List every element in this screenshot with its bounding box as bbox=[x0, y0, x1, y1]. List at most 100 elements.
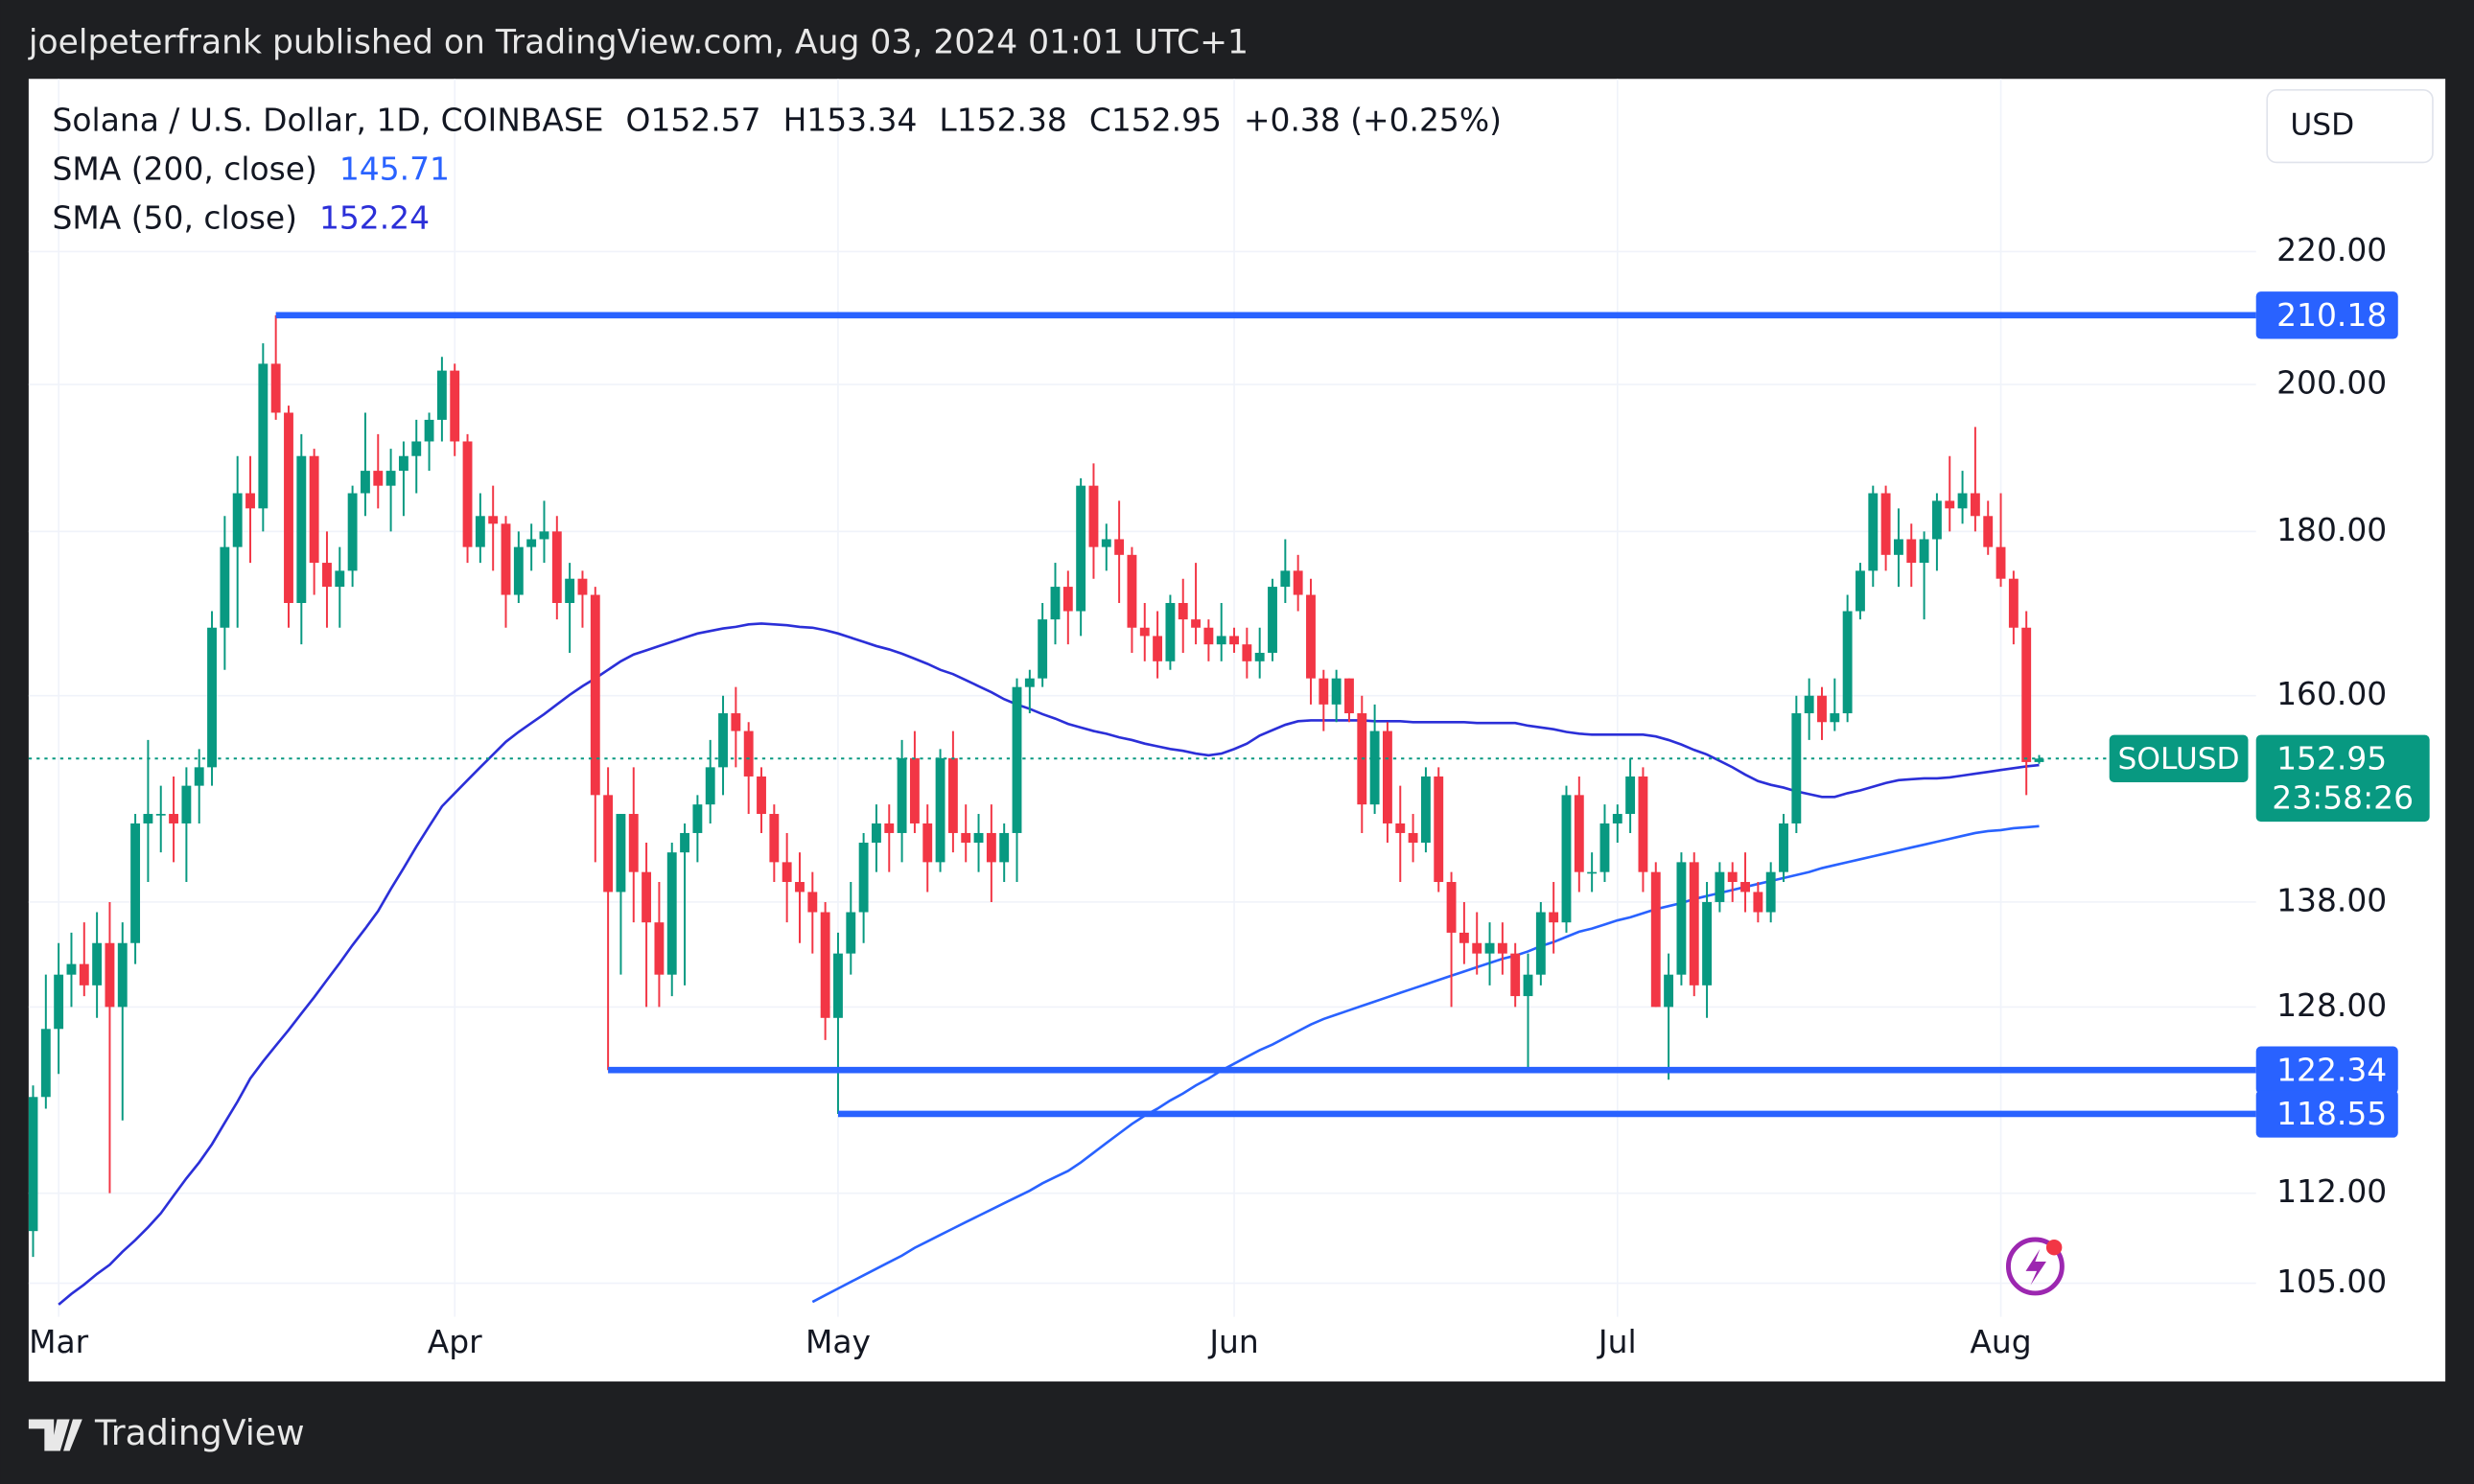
candle-body bbox=[1268, 587, 1277, 653]
candle-body bbox=[1216, 636, 1226, 645]
candle-body bbox=[385, 471, 396, 486]
candle-body bbox=[872, 823, 881, 844]
currency-label: USD bbox=[2290, 108, 2354, 143]
candle-body bbox=[40, 1029, 51, 1098]
candle-body bbox=[1856, 570, 1865, 612]
candle-body bbox=[718, 713, 728, 768]
level-tag-label: 122.34 bbox=[2276, 1051, 2387, 1088]
icon-dot bbox=[2045, 1240, 2063, 1256]
chart-panel bbox=[28, 79, 2446, 1382]
candle-body bbox=[922, 823, 933, 863]
candle-body bbox=[1114, 539, 1125, 555]
candle-body bbox=[1293, 570, 1303, 595]
countdown-label: 23:58:26 bbox=[2272, 779, 2414, 817]
candle-body bbox=[1753, 892, 1763, 913]
legend-sma-50[interactable]: SMA (50, close) 152.24 bbox=[53, 198, 430, 236]
candle-body bbox=[1434, 776, 1444, 883]
legend-name: SMA (50, close) bbox=[53, 198, 297, 236]
candle-body bbox=[105, 942, 115, 1008]
candle-body bbox=[807, 892, 818, 913]
high-label: H153.34 bbox=[783, 101, 918, 138]
candle-body bbox=[117, 942, 128, 1008]
candle-body bbox=[1497, 942, 1507, 954]
candle-body bbox=[1983, 516, 1994, 547]
candle-body bbox=[1664, 974, 1674, 1008]
candle-body bbox=[181, 785, 192, 823]
candle-body bbox=[846, 912, 856, 954]
candle-body bbox=[1868, 493, 1879, 571]
legend-value: 152.24 bbox=[319, 198, 430, 236]
symbol-tag-label: SOLUSD bbox=[2118, 742, 2240, 777]
candle-body bbox=[680, 832, 690, 853]
y-tick-label: 200.00 bbox=[2276, 364, 2387, 402]
candle-body bbox=[1727, 871, 1738, 883]
candle-body bbox=[1599, 823, 1610, 872]
candle-body bbox=[309, 455, 319, 564]
candle-body bbox=[1191, 619, 1201, 628]
candle-body bbox=[1088, 485, 1099, 547]
candle-body bbox=[1765, 871, 1776, 913]
candle-body bbox=[1408, 832, 1418, 844]
candle-body bbox=[858, 843, 869, 913]
candle-body bbox=[1702, 901, 1712, 985]
candle-body bbox=[1906, 539, 1917, 564]
candle-body bbox=[1970, 493, 1980, 517]
candle-body bbox=[603, 795, 614, 893]
currency-button[interactable] bbox=[2266, 88, 2434, 164]
candle-body bbox=[501, 523, 511, 595]
candle-body bbox=[1306, 594, 1316, 679]
candle-body bbox=[654, 922, 665, 975]
candle-body bbox=[1880, 493, 1891, 555]
candle-body bbox=[999, 832, 1010, 863]
candle-body bbox=[232, 493, 243, 547]
candle-body bbox=[1178, 602, 1188, 620]
candle-body bbox=[666, 852, 677, 975]
candle-body bbox=[1280, 570, 1291, 588]
candle-body bbox=[79, 963, 89, 985]
low-label: L152.38 bbox=[939, 101, 1066, 138]
candle-body bbox=[1650, 871, 1661, 1008]
candle-body bbox=[1791, 713, 1802, 823]
candle-body bbox=[488, 516, 499, 524]
sma-line bbox=[58, 622, 2040, 1306]
candle-body bbox=[1549, 912, 1559, 923]
candle-body bbox=[1319, 678, 1329, 705]
candle-body bbox=[1420, 776, 1431, 844]
x-tick-label: Jun bbox=[1207, 1323, 1258, 1360]
candle-body bbox=[130, 823, 141, 943]
candle-body bbox=[1945, 500, 1955, 509]
change-label: +0.38 (+0.25%) bbox=[1244, 101, 1502, 138]
legend-sma-200[interactable]: SMA (200, close) 145.71 bbox=[53, 150, 450, 187]
candle-body bbox=[194, 767, 204, 786]
candle-body bbox=[1254, 652, 1265, 661]
symbol-title: Solana / U.S. Dollar, 1D, COINBASE bbox=[53, 101, 604, 138]
candle-body bbox=[245, 493, 255, 509]
close-label: C152.95 bbox=[1089, 101, 1222, 138]
candle-body bbox=[565, 578, 575, 603]
candle-body bbox=[398, 455, 408, 472]
candle-body bbox=[322, 563, 332, 588]
candle-body bbox=[1139, 627, 1150, 637]
candle-body bbox=[207, 627, 217, 768]
candle-body bbox=[820, 912, 830, 1018]
price-axis: 105.00 112.00 128.00 138.00 160.00 180.00 200.… bbox=[29, 231, 2387, 1360]
candle-body bbox=[513, 546, 524, 595]
candle-body bbox=[935, 757, 945, 863]
candle-body bbox=[284, 412, 293, 603]
candle-body bbox=[1012, 686, 1022, 833]
candle-body bbox=[705, 767, 715, 805]
candle-body bbox=[1101, 539, 1111, 547]
candle-body bbox=[1919, 539, 1929, 564]
candle-body bbox=[373, 471, 384, 486]
candle-body bbox=[897, 757, 907, 833]
candle-body bbox=[1510, 953, 1521, 997]
candle-body bbox=[1344, 678, 1354, 714]
candle-body bbox=[2008, 578, 2019, 628]
candle-body bbox=[1369, 730, 1380, 805]
sma-line bbox=[811, 824, 2040, 1304]
candle-body bbox=[1062, 587, 1073, 612]
lightning-icon[interactable] bbox=[2005, 1237, 2065, 1296]
candle-body bbox=[1817, 695, 1827, 723]
candle-body bbox=[1931, 500, 1942, 540]
brand-name: TradingView bbox=[94, 1412, 305, 1453]
